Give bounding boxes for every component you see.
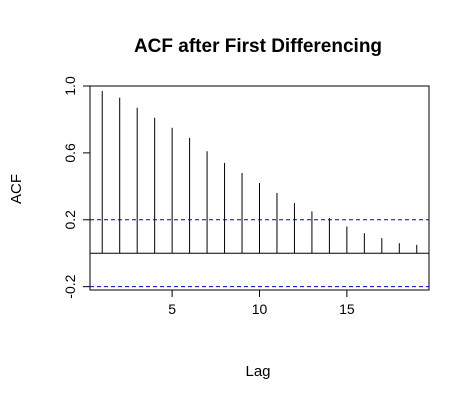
acf-bars bbox=[90, 91, 429, 254]
chart-title: ACF after First Differencing bbox=[134, 36, 382, 57]
y-tick-label: 0.2 bbox=[62, 210, 78, 230]
x-axis-label: Lag bbox=[245, 363, 270, 380]
x-tick-label: 10 bbox=[252, 301, 268, 317]
y-tick-label: -0.2 bbox=[62, 274, 78, 298]
x-axis: 5 10 15 bbox=[168, 289, 355, 317]
y-tick-label: 0.6 bbox=[62, 143, 78, 163]
y-tick-label: 1.0 bbox=[62, 76, 78, 96]
y-axis: -0.2 0.2 0.6 1.0 bbox=[62, 76, 91, 299]
confidence-bounds bbox=[90, 219, 429, 288]
y-axis-label: ACF bbox=[8, 174, 25, 204]
x-tick-label: 5 bbox=[168, 301, 176, 317]
x-tick-label: 15 bbox=[339, 301, 355, 317]
